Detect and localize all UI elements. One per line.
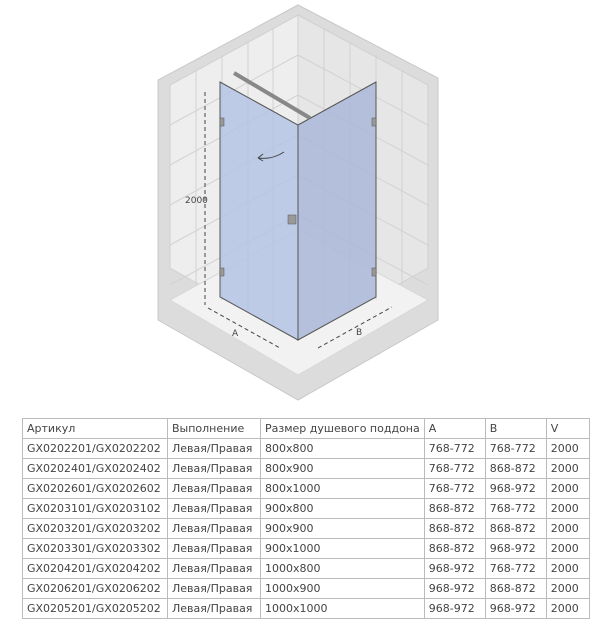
cell-tray-size: 1000x1000 (260, 598, 425, 619)
cell-version: Левая/Правая (167, 498, 261, 519)
cell-a: 768-772 (423, 438, 486, 459)
cell-b: 968-972 (484, 598, 547, 619)
table-header-row: Артикул Выполнение Размер душевого поддо… (22, 418, 591, 439)
cell-v: 2000 (545, 458, 591, 479)
width-label-b: B (356, 328, 362, 338)
header-version: Выполнение (167, 418, 261, 439)
cell-version: Левая/Правая (167, 558, 261, 579)
door-swing-arrow-icon (257, 151, 285, 162)
cell-tray-size: 1000x900 (260, 578, 425, 599)
cell-version: Левая/Правая (167, 538, 261, 559)
cell-b: 868-872 (484, 578, 547, 599)
cell-v: 2000 (545, 438, 591, 459)
cell-article: GX0203201/GX0203202 (22, 518, 168, 539)
cell-a: 968-972 (423, 578, 486, 599)
cell-a: 868-872 (423, 518, 486, 539)
table-row: GX0203301/GX0203302 Левая/Правая 900x1000 8… (22, 538, 591, 559)
shower-enclosure-diagram: 2000 A B (157, 4, 439, 401)
header-b: B (484, 418, 547, 439)
cell-v: 2000 (545, 598, 591, 619)
table-row: GX0206201/GX0206202 Левая/Правая 1000x900 9… (22, 578, 591, 599)
cell-version: Левая/Правая (167, 478, 261, 499)
cell-a: 968-972 (423, 598, 486, 619)
cell-tray-size: 900x1000 (260, 538, 425, 559)
hinges (219, 117, 377, 277)
cell-v: 2000 (545, 538, 591, 559)
dimension-lines (204, 92, 393, 349)
table-row: GX0202401/GX0202402 Левая/Правая 800x900 76… (22, 458, 591, 479)
cell-article: GX0204201/GX0204202 (22, 558, 168, 579)
cell-version: Левая/Правая (167, 578, 261, 599)
cell-tray-size: 800x1000 (260, 478, 425, 499)
cell-v: 2000 (545, 578, 591, 599)
height-label: 2000 (185, 196, 208, 206)
cell-article: GX0203301/GX0203302 (22, 538, 168, 559)
cell-version: Левая/Правая (167, 438, 261, 459)
table-row: GX0202201/GX0202202 Левая/Правая 800x800 76… (22, 438, 591, 459)
glass-door-panel (219, 81, 299, 341)
cell-v: 2000 (545, 518, 591, 539)
cell-v: 2000 (545, 498, 591, 519)
cell-b: 868-872 (484, 458, 547, 479)
cell-b: 768-772 (484, 498, 547, 519)
cell-tray-size: 900x800 (260, 498, 425, 519)
cell-v: 2000 (545, 558, 591, 579)
cell-tray-size: 800x800 (260, 438, 425, 459)
cell-a: 968-972 (423, 558, 486, 579)
cell-version: Левая/Правая (167, 458, 261, 479)
width-label-a: A (232, 329, 239, 339)
cell-a: 768-772 (423, 458, 486, 479)
cell-article: GX0202201/GX0202202 (22, 438, 168, 459)
cell-a: 768-772 (423, 478, 486, 499)
header-article: Артикул (22, 418, 168, 439)
cell-article: GX0203101/GX0203102 (22, 498, 168, 519)
table-row: GX0203201/GX0203202 Левая/Правая 900x900 86… (22, 518, 591, 539)
cell-tray-size: 900x900 (260, 518, 425, 539)
cell-b: 768-772 (484, 558, 547, 579)
cell-a: 868-872 (423, 498, 486, 519)
cell-tray-size: 1000x800 (260, 558, 425, 579)
table-row: GX0203101/GX0203102 Левая/Правая 900x800 86… (22, 498, 591, 519)
cell-version: Левая/Правая (167, 518, 261, 539)
cell-version: Левая/Правая (167, 598, 261, 619)
header-v: V (545, 418, 591, 439)
cell-article: GX0206201/GX0206202 (22, 578, 168, 599)
table-row: GX0204201/GX0204202 Левая/Правая 1000x800 9… (22, 558, 591, 579)
cell-a: 868-872 (423, 538, 486, 559)
cell-b: 868-872 (484, 518, 547, 539)
cell-b: 968-972 (484, 538, 547, 559)
cell-v: 2000 (545, 478, 591, 499)
header-a: A (423, 418, 486, 439)
cell-tray-size: 800x900 (260, 458, 425, 479)
stabilizer-bar (232, 71, 312, 120)
table-row: GX0205201/GX0205202 Левая/Правая 1000x1000… (22, 598, 591, 619)
header-tray-size: Размер душевого поддона (260, 418, 425, 439)
cell-article: GX0202601/GX0202602 (22, 478, 168, 499)
cell-article: GX0202401/GX0202402 (22, 458, 168, 479)
glass-fixed-panel (297, 81, 377, 341)
table-row: GX0202601/GX0202602 Левая/Правая 800x1000 7… (22, 478, 591, 499)
cell-article: GX0205201/GX0205202 (22, 598, 168, 619)
cell-b: 768-772 (484, 438, 547, 459)
specifications-table: Артикул Выполнение Размер душевого поддо… (22, 418, 591, 619)
cell-b: 968-972 (484, 478, 547, 499)
